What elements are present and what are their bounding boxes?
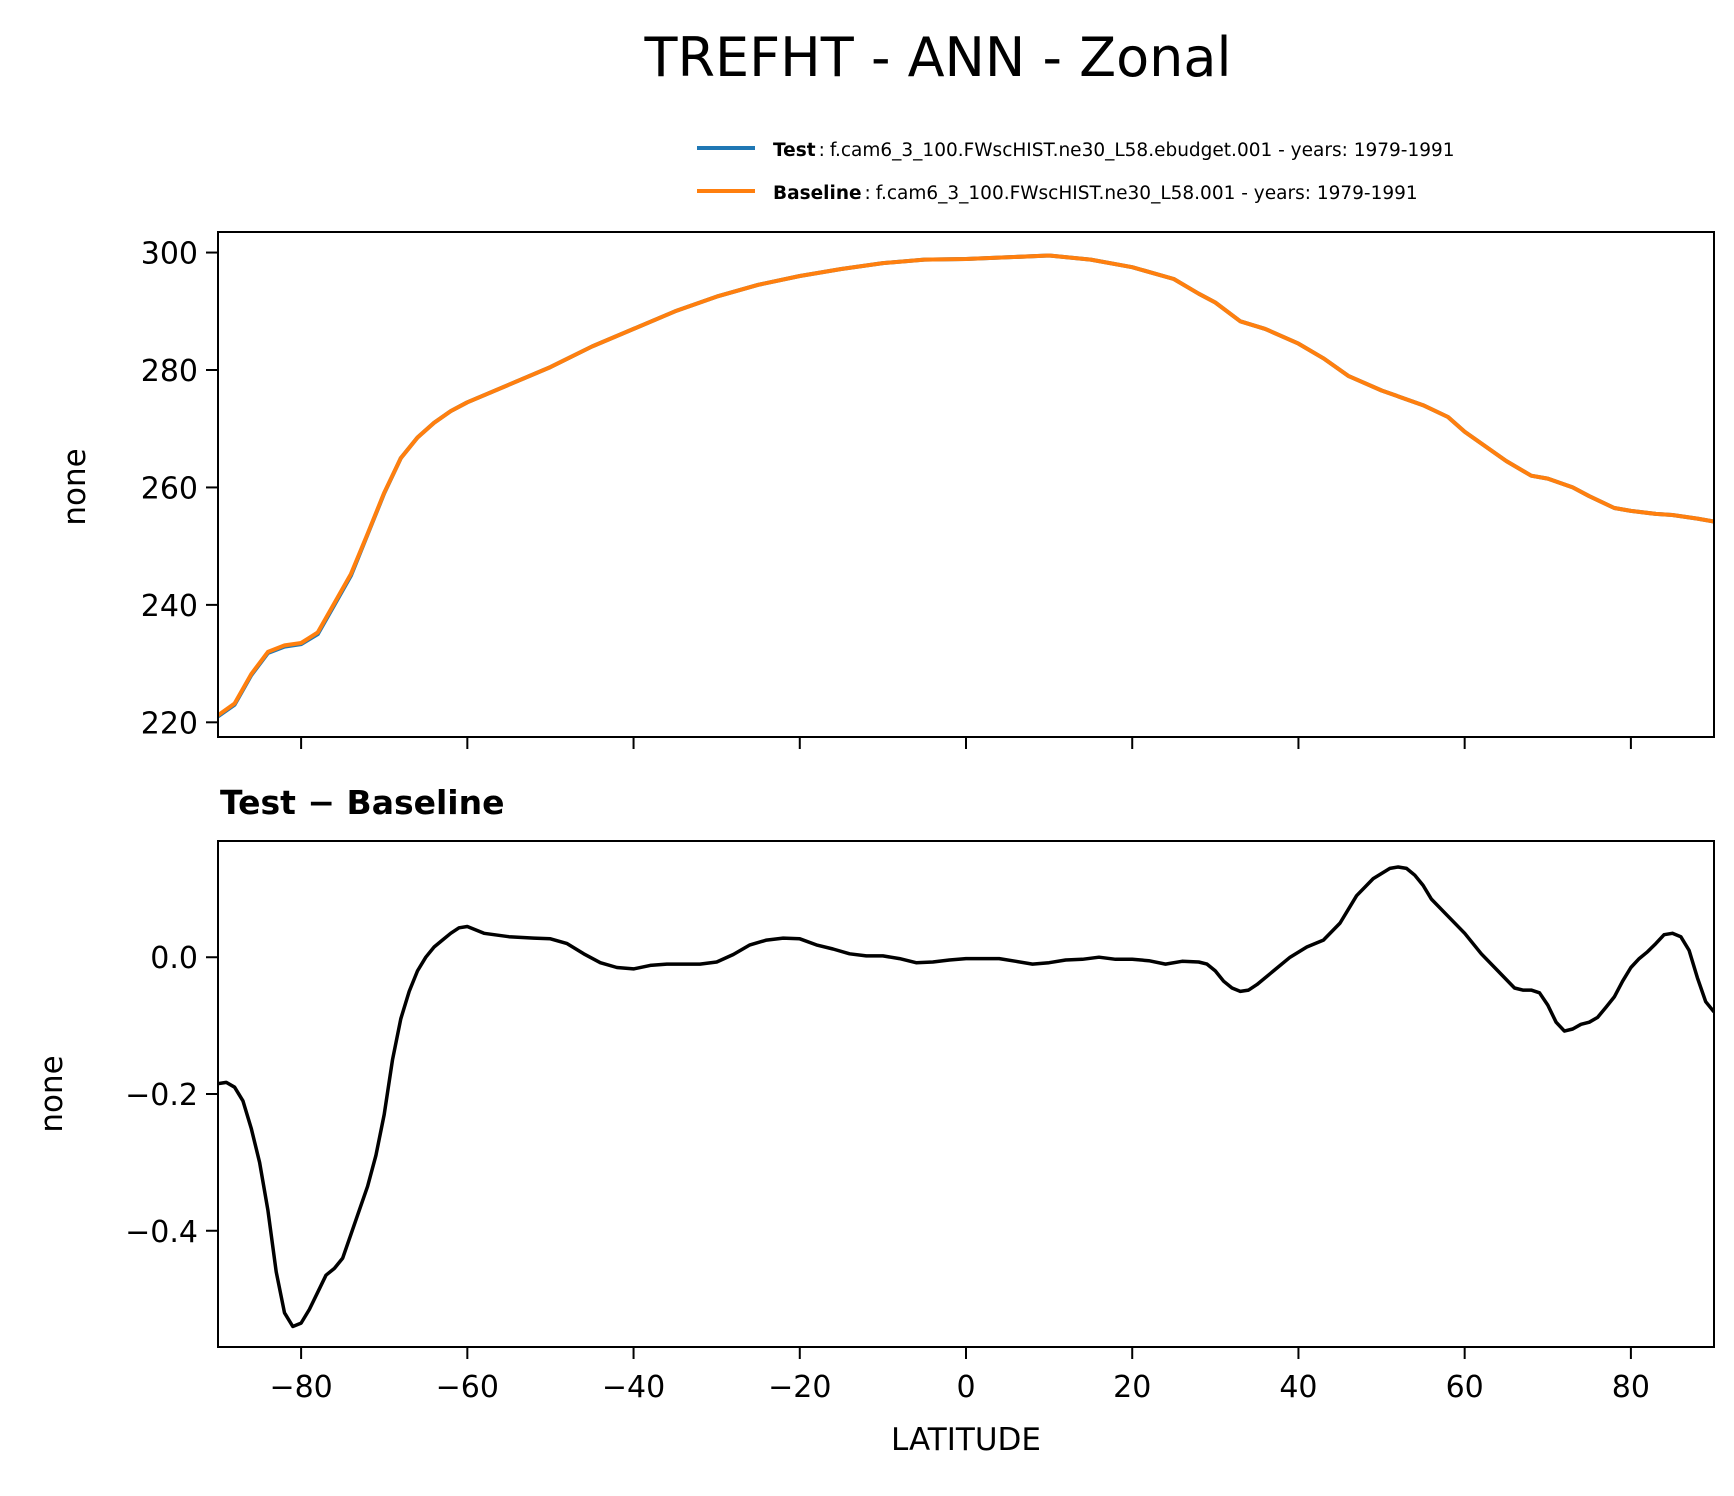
top-panel-series: [218, 253, 1714, 719]
x-axis-label: LATITUDE: [891, 1422, 1041, 1458]
top-panel-ytick-label: 260: [141, 471, 198, 506]
top-panel-x-ticks: [300, 737, 1632, 749]
top-panel-ytick-label: 240: [141, 589, 198, 624]
bottom-panel-series: [218, 865, 1714, 1329]
bottom-panel-xtick-label: 60: [1446, 1370, 1484, 1405]
bottom-panel-xtick-label: −40: [602, 1370, 665, 1405]
top-panel-series-line-baseline: [218, 253, 1714, 717]
legend-test-label: Test: [773, 140, 816, 161]
top-panel-frame: [217, 231, 1715, 738]
bottom-panel-xtick-label: 20: [1113, 1370, 1151, 1405]
bottom-panel-series-line-difference: [218, 865, 1714, 1329]
top-panel-ytick-label: 280: [141, 354, 198, 389]
top-panel-ytick-label: 300: [141, 237, 198, 272]
bottom-panel-x-ticks: −80 −60 −40 −20 0 20 40 60 80: [269, 1347, 1650, 1405]
legend-test-description: f.cam6_3_100.FWscHIST.ne30_L58.ebudget.0…: [830, 140, 1455, 161]
bottom-panel-title: Test − Baseline: [220, 783, 505, 822]
figure-title: TREFHT - ANN - Zonal: [644, 26, 1232, 89]
legend-test-entry: Test: f.cam6_3_100.FWscHIST.ne30_L58.ebud…: [773, 140, 1455, 161]
bottom-panel-xtick-label: 80: [1612, 1370, 1650, 1405]
bottom-panel-ytick-label: −0.2: [125, 1078, 198, 1113]
bottom-panel-ylabel: none: [34, 1055, 70, 1132]
top-panel-series-line-test: [218, 253, 1714, 719]
legend-baseline-label: Baseline: [773, 183, 862, 204]
legend-baseline-description: f.cam6_3_100.FWscHIST.ne30_L58.001 - yea…: [876, 183, 1418, 204]
bottom-panel-xtick-label: −60: [436, 1370, 499, 1405]
bottom-panel-plot-area: −0.4 −0.2 0.0 −80 −60 −40 −20 0 20 40 60 80: [125, 840, 1715, 1405]
bottom-panel-xtick-label: 0: [956, 1370, 975, 1405]
bottom-panel-ytick-label: −0.4: [125, 1215, 198, 1250]
top-panel-y-ticks: 220 240 260 280 300: [141, 237, 218, 741]
top-panel-ytick-label: 220: [141, 706, 198, 741]
legend-baseline-entry: Baseline: f.cam6_3_100.FWscHIST.ne30_L58.…: [773, 183, 1418, 204]
bottom-panel-ytick-label: 0.0: [150, 941, 198, 976]
bottom-panel-xtick-label: −80: [269, 1370, 332, 1405]
bottom-panel-xtick-label: 40: [1279, 1370, 1317, 1405]
bottom-panel-frame: [217, 840, 1715, 1348]
legend: Test: f.cam6_3_100.FWscHIST.ne30_L58.ebud…: [697, 140, 1455, 204]
top-panel-plot-area: 220 240 260 280 300: [141, 231, 1715, 749]
bottom-panel-xtick-label: −20: [768, 1370, 831, 1405]
bottom-panel-y-ticks: −0.4 −0.2 0.0: [125, 941, 218, 1250]
top-panel-ylabel: none: [57, 448, 93, 525]
